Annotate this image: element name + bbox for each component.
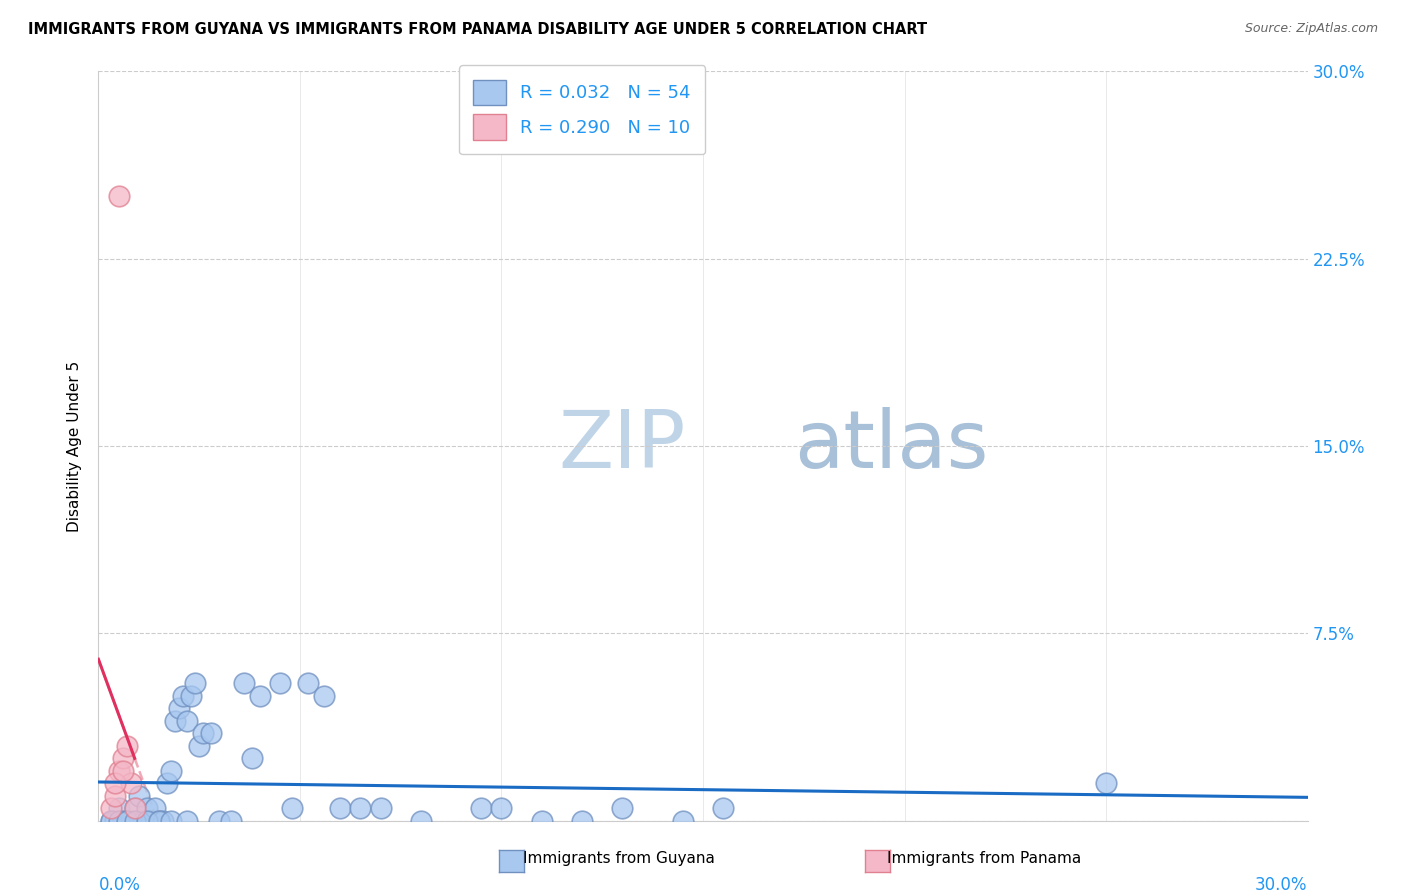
Point xyxy=(281,801,304,815)
Point xyxy=(297,676,319,690)
Point xyxy=(124,814,146,828)
Point xyxy=(107,814,129,828)
Point xyxy=(120,776,142,790)
Point xyxy=(135,814,157,828)
Point xyxy=(167,701,190,715)
Point xyxy=(120,814,142,828)
Point xyxy=(124,801,146,815)
Point xyxy=(176,714,198,728)
Point xyxy=(269,676,291,690)
Point xyxy=(160,814,183,828)
Point xyxy=(128,789,150,803)
Point xyxy=(111,814,134,828)
Point xyxy=(200,726,222,740)
Point xyxy=(111,764,134,778)
Point xyxy=(160,764,183,778)
Text: 30.0%: 30.0% xyxy=(1256,876,1308,892)
Point xyxy=(152,814,174,828)
Text: Source: ZipAtlas.com: Source: ZipAtlas.com xyxy=(1244,22,1378,36)
Point xyxy=(232,676,254,690)
Point xyxy=(249,689,271,703)
Point xyxy=(672,814,695,828)
Point xyxy=(100,814,122,828)
Point xyxy=(143,801,166,815)
Point xyxy=(103,814,125,828)
Point xyxy=(409,814,432,828)
Point xyxy=(124,801,146,815)
Point xyxy=(1095,776,1118,790)
Point xyxy=(100,814,122,828)
Point xyxy=(349,801,371,815)
Point xyxy=(163,714,186,728)
Text: Immigrants from Guyana: Immigrants from Guyana xyxy=(523,851,714,865)
Point xyxy=(132,814,155,828)
Text: 0.0%: 0.0% xyxy=(98,876,141,892)
Point xyxy=(107,764,129,778)
Point xyxy=(148,814,170,828)
Point xyxy=(148,814,170,828)
Text: IMMIGRANTS FROM GUYANA VS IMMIGRANTS FROM PANAMA DISABILITY AGE UNDER 5 CORRELAT: IMMIGRANTS FROM GUYANA VS IMMIGRANTS FRO… xyxy=(28,22,927,37)
Point xyxy=(470,801,492,815)
Point xyxy=(115,814,138,828)
Point xyxy=(221,814,243,828)
Point xyxy=(571,814,593,828)
Y-axis label: Disability Age Under 5: Disability Age Under 5 xyxy=(67,360,83,532)
Point xyxy=(135,801,157,815)
Point xyxy=(240,751,263,765)
Point xyxy=(111,751,134,765)
Point xyxy=(329,801,352,815)
Point xyxy=(103,776,125,790)
Point xyxy=(156,776,179,790)
Point xyxy=(180,689,202,703)
Point xyxy=(107,189,129,203)
Point xyxy=(103,789,125,803)
Point xyxy=(711,801,734,815)
Point xyxy=(612,801,634,815)
Text: atlas: atlas xyxy=(793,407,988,485)
Point xyxy=(107,801,129,815)
Point xyxy=(139,814,162,828)
Point xyxy=(100,801,122,815)
Point xyxy=(176,814,198,828)
Legend: R = 0.032   N = 54, R = 0.290   N = 10: R = 0.032 N = 54, R = 0.290 N = 10 xyxy=(458,65,706,154)
Point xyxy=(314,689,336,703)
Point xyxy=(188,739,211,753)
Point xyxy=(208,814,231,828)
Point xyxy=(370,801,392,815)
Text: Immigrants from Panama: Immigrants from Panama xyxy=(887,851,1081,865)
Point xyxy=(491,801,513,815)
Point xyxy=(530,814,553,828)
Point xyxy=(172,689,194,703)
Point xyxy=(115,814,138,828)
Point xyxy=(115,739,138,753)
Point xyxy=(184,676,207,690)
Text: ZIP: ZIP xyxy=(558,407,685,485)
Point xyxy=(193,726,215,740)
